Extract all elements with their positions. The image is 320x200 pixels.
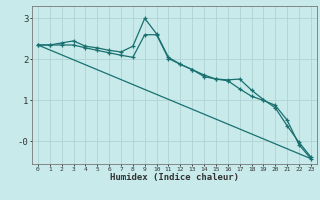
X-axis label: Humidex (Indice chaleur): Humidex (Indice chaleur): [110, 173, 239, 182]
